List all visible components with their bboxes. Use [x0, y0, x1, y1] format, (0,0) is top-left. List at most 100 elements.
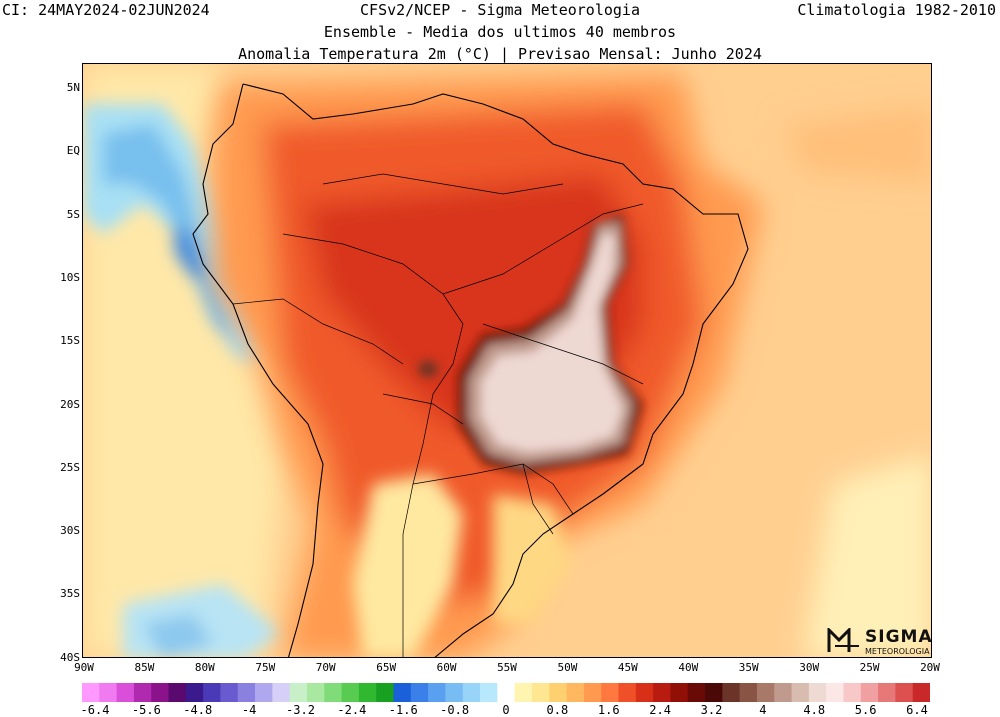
lon-label: 35W	[738, 661, 759, 674]
colorbar-swatch	[428, 683, 446, 702]
colorbar-swatch	[808, 683, 827, 702]
colorbar-tick-label: 1.6	[597, 703, 620, 717]
colorbar-swatch	[912, 683, 930, 702]
title-line-3: Anomalia Temperatura 2m (°C) | Previsao …	[238, 45, 762, 63]
colorbar-swatch	[341, 683, 360, 702]
colorbar-swatch	[878, 683, 896, 702]
title-line-1: CFSv2/NCEP - Sigma Meteorologia	[360, 1, 640, 19]
colorbar-swatch	[843, 683, 862, 702]
lat-label: 15S	[60, 334, 80, 348]
colorbar-tick-label: 6.4	[906, 703, 928, 717]
lat-label: 35S	[60, 587, 80, 601]
colorbar-tick-label: -6.4	[80, 703, 110, 717]
lat-label: 5S	[66, 207, 80, 221]
colorbar-swatch	[826, 683, 844, 702]
colorbar-tick-label: 4	[759, 703, 767, 717]
colorbar-swatch	[255, 683, 273, 702]
lon-label: 75W	[255, 661, 276, 674]
lon-label: 70W	[315, 661, 336, 674]
colorbar-swatch	[860, 683, 879, 702]
lon-label: 80W	[194, 661, 215, 674]
colorbar-swatch	[895, 683, 914, 702]
colorbar-swatch	[531, 683, 550, 702]
lon-label: 45W	[617, 661, 638, 674]
colorbar-swatch	[462, 683, 481, 702]
colorbar-swatch	[705, 683, 723, 702]
colorbar-tick-label: 0	[502, 703, 510, 717]
anomaly-map: SIGMA METEOROLOGIA	[82, 63, 932, 658]
colorbar-swatch	[324, 683, 343, 702]
colorbar-swatch	[306, 683, 325, 702]
initial-condition-label: CI: 24MAY2024-02JUN2024	[2, 1, 210, 19]
colorbar-tick-label: -4.8	[183, 703, 213, 717]
lon-label: 65W	[376, 661, 397, 674]
lon-label: 40W	[678, 661, 699, 674]
colorbar-swatch	[237, 683, 256, 702]
colorbar-swatch	[583, 683, 602, 702]
logo-mark-icon	[827, 628, 859, 652]
colorbar-swatch	[739, 683, 758, 702]
colorbar-swatch	[410, 683, 429, 702]
lat-label: EQ	[66, 144, 80, 158]
colorbar-swatch	[445, 683, 464, 702]
colorbar-tick-label: -2.4	[337, 703, 367, 717]
lat-label: 40S	[60, 650, 80, 664]
climatology-label: Climatologia 1982-2010	[797, 1, 996, 19]
logo-name: SIGMA	[865, 627, 932, 647]
colorbar-swatch	[618, 683, 637, 702]
colorbar-swatch	[480, 683, 498, 702]
lat-label: 5N	[66, 81, 80, 94]
colorbar-swatch	[272, 683, 291, 702]
country-borders	[232, 173, 644, 657]
colorbar-swatch	[670, 683, 689, 702]
colorbar-tick-label: 3.2	[700, 703, 723, 717]
cool-anomaly-region	[83, 104, 283, 657]
logo-subtitle: METEOROLOGIA	[865, 647, 930, 656]
colorbar-tick-label: 4.8	[803, 703, 826, 717]
colorbar-tick-label: -3.2	[286, 703, 315, 717]
colorbar-tick-label: -0.8	[440, 703, 470, 717]
lon-label: 25W	[859, 661, 880, 674]
colorbar-swatch	[376, 683, 395, 702]
title-line-2: Ensemble - Media dos ultimos 40 membros	[323, 23, 677, 41]
colorbar-tick-label: 2.4	[649, 703, 671, 717]
sigma-logo: SIGMA METEOROLOGIA	[827, 625, 932, 657]
colorbar-swatch	[549, 683, 568, 702]
colorbar-swatch	[358, 683, 377, 702]
colorbar-tick-label: -1.6	[388, 703, 418, 717]
lon-label: 30W	[799, 661, 820, 674]
colorbar-swatch	[168, 683, 187, 702]
lat-label: 20S	[60, 397, 80, 411]
colorbar-swatch	[566, 683, 585, 702]
colorbar-swatch	[601, 683, 619, 702]
colorbar-tick-label: -4	[241, 703, 257, 717]
lat-label: 30S	[60, 524, 80, 538]
colorbar-swatch	[289, 683, 308, 702]
colorbar-swatch	[220, 683, 239, 702]
lon-label: 55W	[497, 661, 517, 674]
colorbar-swatch	[514, 683, 533, 702]
colorbar-swatch	[99, 683, 118, 702]
lat-label: 25S	[60, 460, 80, 474]
colorbar-swatch	[756, 683, 775, 702]
colorbar-tick-label: 0.8	[546, 703, 569, 717]
colorbar-swatch	[653, 683, 671, 702]
colorbar	[82, 683, 930, 702]
colorbar-swatch	[497, 683, 516, 702]
coastline	[192, 83, 749, 657]
lon-label: 60W	[436, 661, 457, 674]
colorbar-swatch	[116, 683, 135, 702]
lat-label: 10S	[60, 270, 80, 284]
colorbar-swatch	[791, 683, 810, 702]
colorbar-swatch	[82, 683, 100, 702]
colorbar-swatch	[774, 683, 793, 702]
lon-label: 85W	[134, 661, 155, 674]
lon-label: 90W	[74, 661, 94, 674]
colorbar-swatch	[393, 683, 412, 702]
colorbar-tick-label: 5.6	[854, 703, 877, 717]
colorbar-swatch	[203, 683, 221, 702]
colorbar-swatch	[722, 683, 741, 702]
colorbar-swatch	[133, 683, 152, 702]
lon-label: 20W	[920, 661, 940, 674]
colorbar-swatch	[185, 683, 204, 702]
